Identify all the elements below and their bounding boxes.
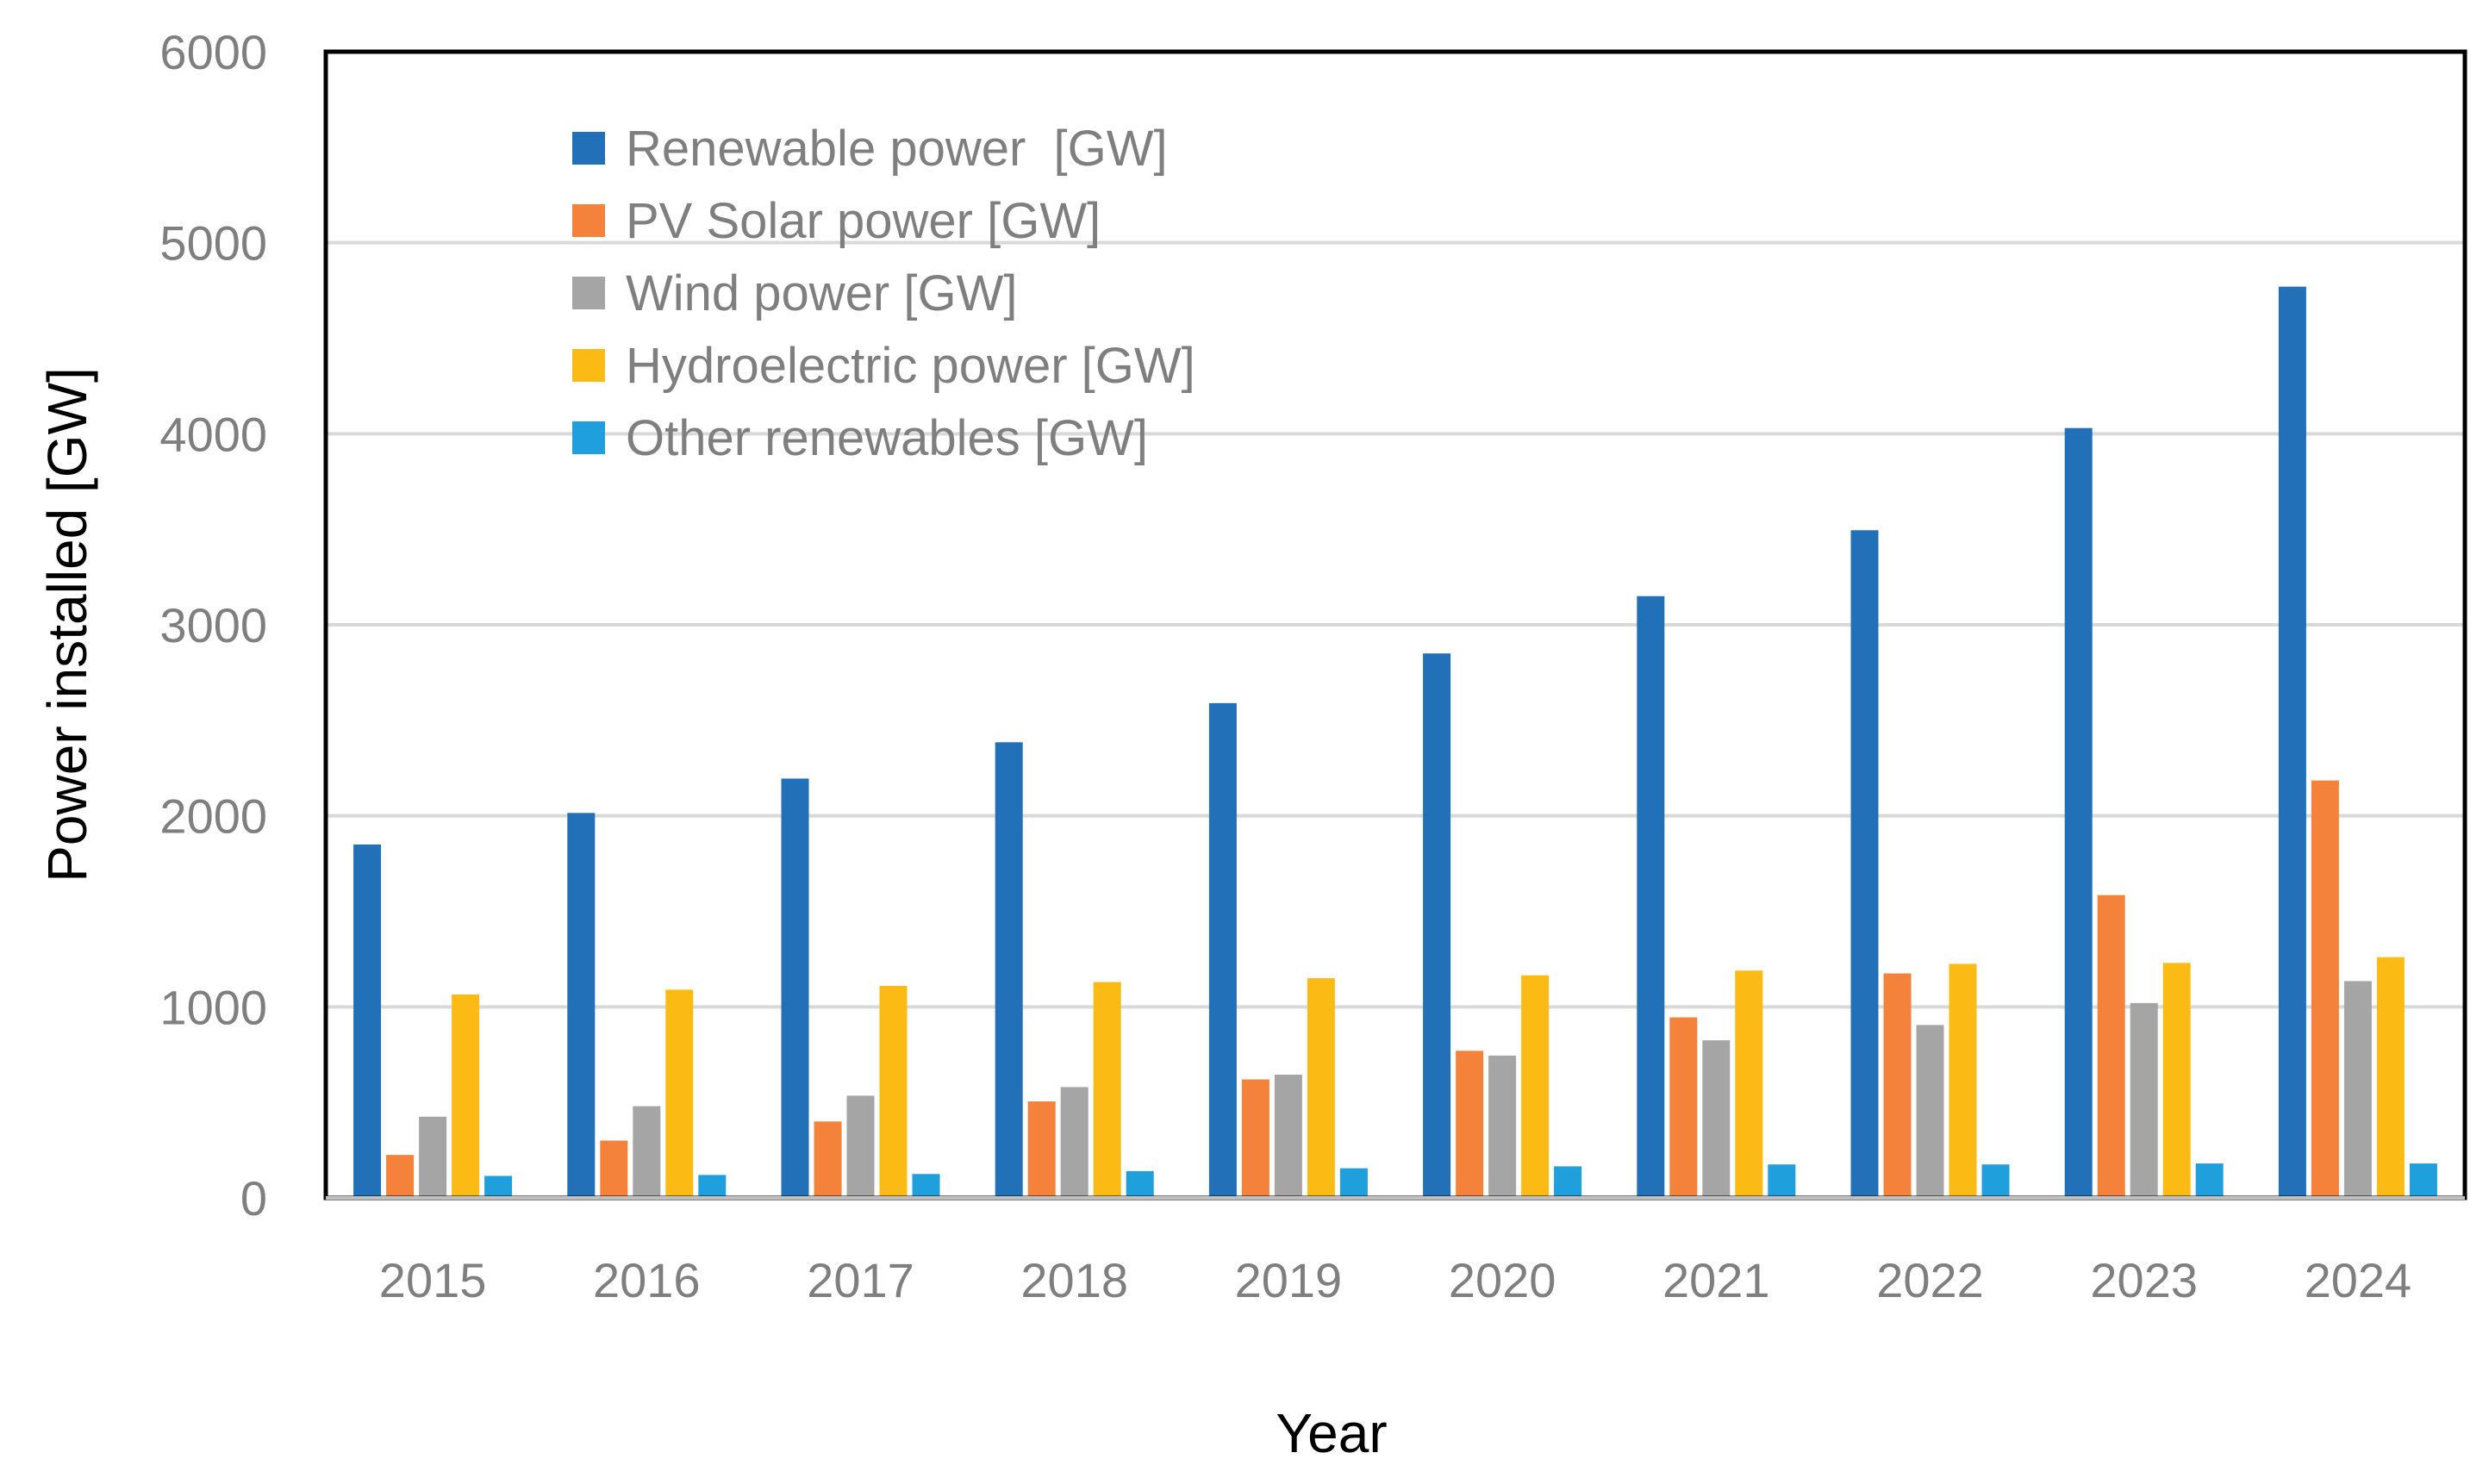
bar-2023-series-0: [2064, 427, 2093, 1198]
bar-2021-series-0: [1637, 595, 1665, 1198]
legend-swatch: [572, 132, 605, 165]
bar-2015-series-2: [419, 1116, 447, 1198]
y-tick-label: 5000: [159, 216, 267, 271]
bar-2021-series-4: [1768, 1164, 1796, 1198]
y-tick-label: 4000: [159, 407, 267, 461]
x-tick-label: 2016: [593, 1253, 701, 1307]
bar-2017-series-0: [781, 778, 809, 1198]
bar-2020-series-4: [1554, 1166, 1582, 1198]
bar-2024-series-0: [2278, 286, 2306, 1198]
x-tick-label: 2015: [379, 1253, 487, 1307]
legend-label: PV Solar power [GW]: [626, 193, 1101, 249]
legend-swatch: [572, 421, 605, 454]
x-tick-label: 2021: [1662, 1253, 1770, 1307]
bar-2015-series-1: [386, 1155, 415, 1198]
bar-2023-series-4: [2195, 1163, 2224, 1198]
y-tick-label: 1000: [159, 980, 267, 1034]
bar-2024-series-1: [2311, 780, 2339, 1198]
y-tick-label: 3000: [159, 598, 267, 652]
x-tick-label: 2022: [1876, 1253, 1984, 1307]
bar-2021-series-1: [1669, 1017, 1698, 1198]
bar-2015-series-0: [353, 844, 382, 1198]
bar-2016-series-3: [665, 989, 694, 1198]
x-tick-label: 2020: [1449, 1253, 1556, 1307]
bar-2022-series-2: [1916, 1025, 1944, 1198]
legend-swatch: [572, 204, 605, 237]
bar-2016-series-2: [633, 1106, 661, 1198]
legend-label: Hydroelectric power [GW]: [626, 338, 1195, 394]
y-tick-label: 0: [240, 1171, 267, 1225]
y-axis-title: Power installed [GW]: [36, 367, 98, 882]
legend-swatch: [572, 349, 605, 382]
x-tick-label: 2019: [1235, 1253, 1343, 1307]
bar-2015-series-3: [452, 994, 480, 1198]
bar-2022-series-4: [1981, 1164, 2010, 1198]
bar-2017-series-1: [814, 1121, 842, 1198]
bar-2020-series-3: [1521, 975, 1550, 1198]
bar-2016-series-1: [600, 1140, 628, 1198]
bar-2020-series-1: [1456, 1051, 1484, 1198]
bar-2019-series-4: [1339, 1168, 1368, 1198]
bar-2024-series-4: [2409, 1163, 2437, 1198]
x-tick-label: 2018: [1020, 1253, 1128, 1307]
bar-2023-series-1: [2097, 895, 2125, 1198]
bar-2021-series-2: [1702, 1040, 1731, 1198]
bar-2019-series-0: [1208, 702, 1237, 1198]
bar-2024-series-2: [2343, 981, 2372, 1198]
bars: [353, 286, 2437, 1198]
bar-2017-series-2: [846, 1095, 875, 1198]
bar-2023-series-3: [2162, 963, 2191, 1198]
x-tick-label: 2024: [2305, 1253, 2412, 1307]
bar-2024-series-3: [2376, 957, 2405, 1198]
bar-2019-series-2: [1274, 1075, 1302, 1198]
bar-2018-series-1: [1027, 1101, 1056, 1198]
bar-2023-series-2: [2130, 1002, 2158, 1198]
x-axis-ticks: 2015 2016 2017 2018 2019 2020 2021 2022 2023 2024: [379, 1253, 2411, 1307]
bar-2018-series-4: [1126, 1170, 1154, 1198]
bar-2017-series-4: [912, 1174, 940, 1198]
bar-2022-series-3: [1949, 963, 1977, 1198]
y-tick-label: 2000: [159, 789, 267, 844]
bar-2015-series-4: [484, 1175, 513, 1198]
x-tick-label: 2017: [807, 1253, 914, 1307]
bar-2021-series-3: [1735, 970, 1763, 1198]
x-tick-label: 2023: [2090, 1253, 2198, 1307]
bar-2020-series-2: [1488, 1055, 1517, 1198]
legend-swatch: [572, 277, 605, 309]
y-axis-ticks: 0 1000 2000 3000 4000 5000 6000: [159, 25, 267, 1225]
legend-label: Other renewables [GW]: [626, 410, 1148, 466]
bar-2019-series-3: [1307, 978, 1335, 1198]
legend: Renewable power [GW] PV Solar power [GW] W…: [572, 121, 1195, 466]
bar-2018-series-0: [995, 742, 1023, 1198]
bar-2016-series-4: [698, 1175, 727, 1198]
bar-2020-series-0: [1423, 653, 1451, 1198]
bar-2018-series-3: [1093, 982, 1121, 1198]
y-tick-label: 6000: [159, 25, 267, 79]
bar-2016-series-0: [567, 813, 596, 1198]
bar-2017-series-3: [879, 985, 908, 1198]
x-axis-title: Year: [1276, 1402, 1387, 1464]
bar-2018-series-2: [1060, 1087, 1089, 1198]
bar-2019-series-1: [1241, 1079, 1269, 1198]
legend-label: Wind power [GW]: [626, 265, 1017, 321]
bar-2022-series-1: [1883, 973, 1912, 1198]
legend-label: Renewable power [GW]: [626, 121, 1168, 177]
bar-2022-series-0: [1850, 530, 1879, 1198]
